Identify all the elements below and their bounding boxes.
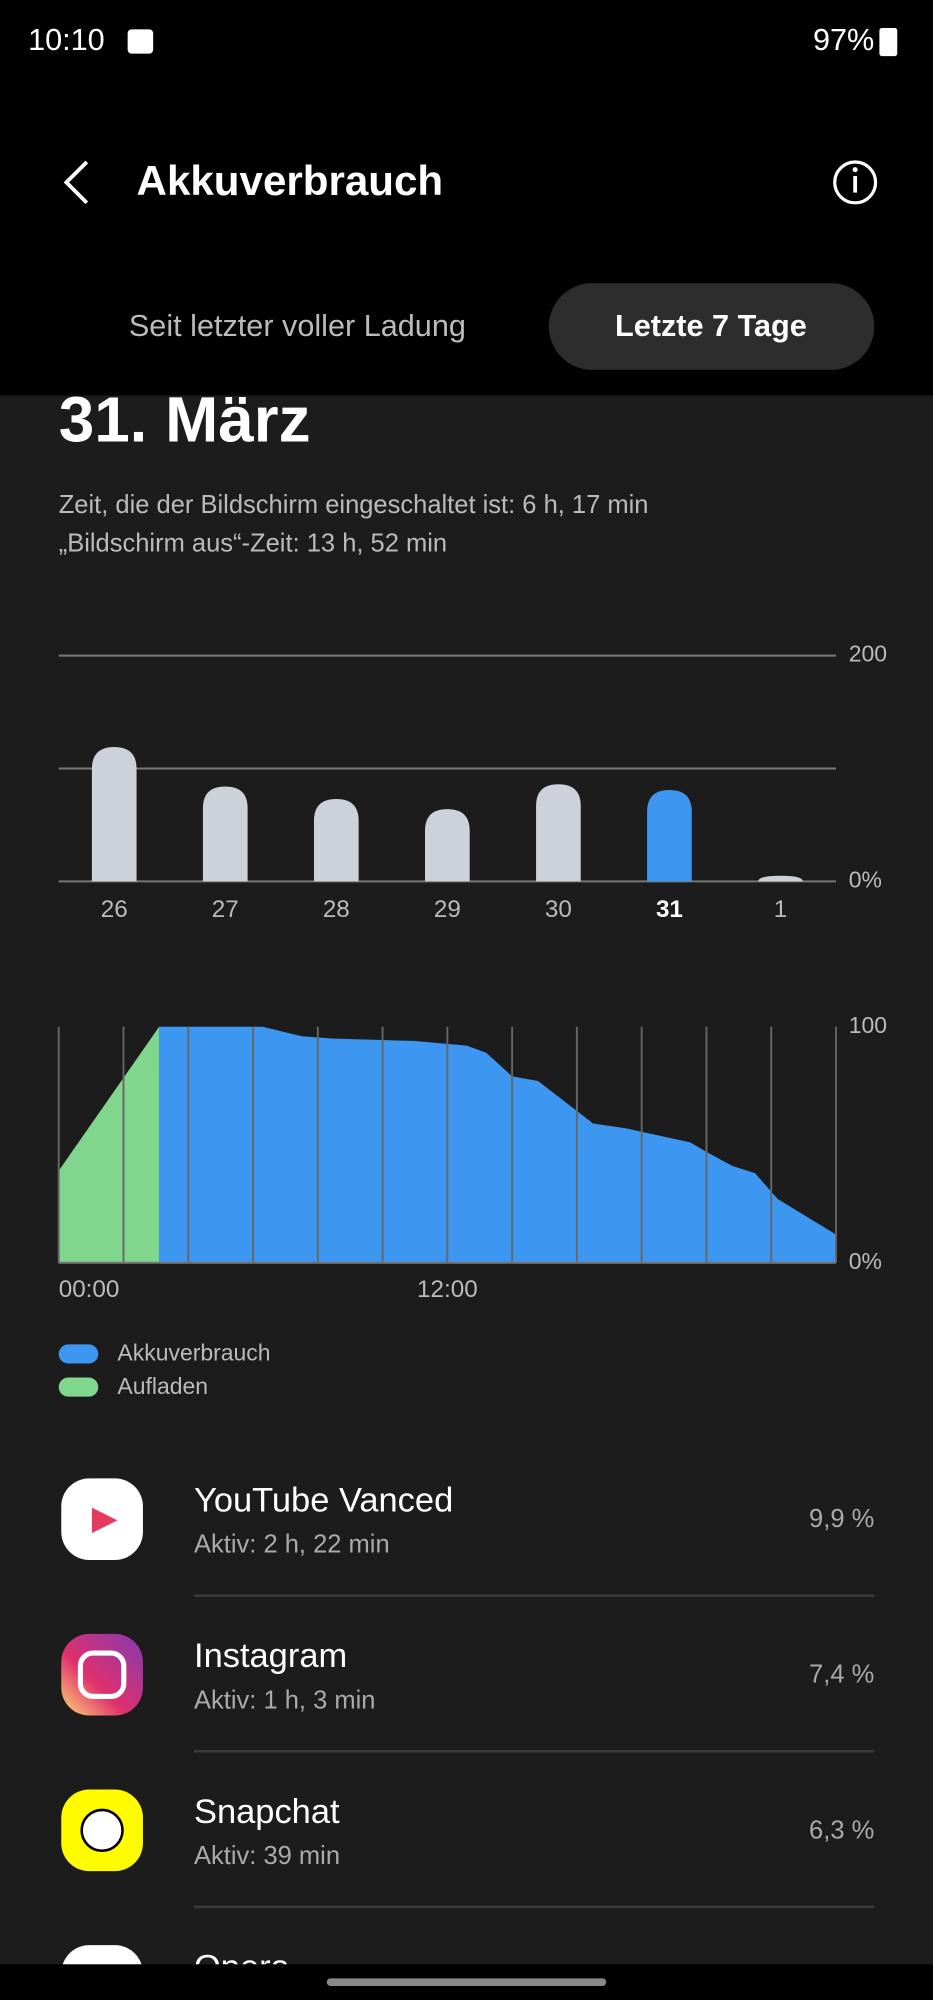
screen-on: Zeit, die der Bildschirm eingeschaltet i… [59, 491, 649, 519]
time: 10:10 [28, 23, 105, 57]
title: Akkuverbrauch [137, 157, 444, 204]
bar [425, 809, 470, 882]
tab[interactable]: Letzte 7 Tage [615, 309, 807, 343]
bar [647, 789, 692, 882]
x-tick-label: 12:00 [417, 1276, 478, 1303]
app-icon-camera [77, 1650, 127, 1699]
app-usage: 9,9 % [809, 1505, 874, 1533]
app-name: Snapchat [194, 1793, 340, 1831]
x-tick-label: 00:00 [59, 1276, 120, 1303]
bar [202, 786, 248, 882]
area [159, 1026, 836, 1263]
x-tick-label: 27 [212, 896, 239, 923]
x-tick-label: 28 [323, 896, 350, 923]
legend-label: Akkuverbrauch [117, 1340, 270, 1366]
app-icon-ghost [80, 1808, 124, 1853]
tab[interactable]: Seit letzter voller Ladung [129, 309, 466, 343]
x-tick-label: 30 [545, 896, 572, 923]
app-usage: 7,4 % [809, 1661, 874, 1689]
app-icon [61, 1633, 143, 1716]
x-tick-label: 31 [656, 896, 683, 923]
app-icon-play [91, 1507, 118, 1534]
area [58, 1026, 160, 1263]
bar [536, 784, 581, 882]
info-button[interactable] [833, 160, 878, 205]
battery-icon [879, 28, 898, 57]
app-active: Aktiv: 1 h, 3 min [194, 1686, 375, 1714]
gallery-icon [127, 29, 154, 54]
app-name: YouTube Vanced [194, 1482, 453, 1520]
battery: 97% [813, 23, 874, 57]
legend-swatch [58, 1377, 99, 1397]
x-tick-label: 29 [434, 896, 461, 923]
back-button[interactable] [63, 160, 89, 205]
y-tick-label: 0% [849, 1248, 882, 1274]
legend-label: Aufladen [117, 1373, 208, 1399]
tab-selected[interactable] [548, 283, 875, 370]
info-dot [852, 167, 858, 173]
legend-swatch [58, 1344, 99, 1364]
x-tick-label: 1 [774, 896, 787, 923]
screen-off: „Bildschirm aus“-Zeit: 13 h, 52 min [59, 529, 447, 557]
y-tick-label: 200 [849, 641, 887, 667]
app-name: Instagram [194, 1637, 347, 1675]
bar [758, 875, 803, 882]
app-usage: 6,3 % [809, 1816, 874, 1844]
app-active: Aktiv: 2 h, 22 min [194, 1531, 390, 1559]
y-tick-label: 100 [849, 1012, 887, 1038]
app-active: Aktiv: 39 min [194, 1842, 340, 1870]
info-i [853, 176, 858, 193]
date: 31. März [59, 384, 311, 456]
bar [91, 747, 137, 882]
y-tick-label: 0% [849, 866, 882, 892]
nav-handle[interactable] [326, 1978, 607, 1986]
bar [313, 798, 359, 882]
x-tick-label: 26 [101, 896, 128, 923]
